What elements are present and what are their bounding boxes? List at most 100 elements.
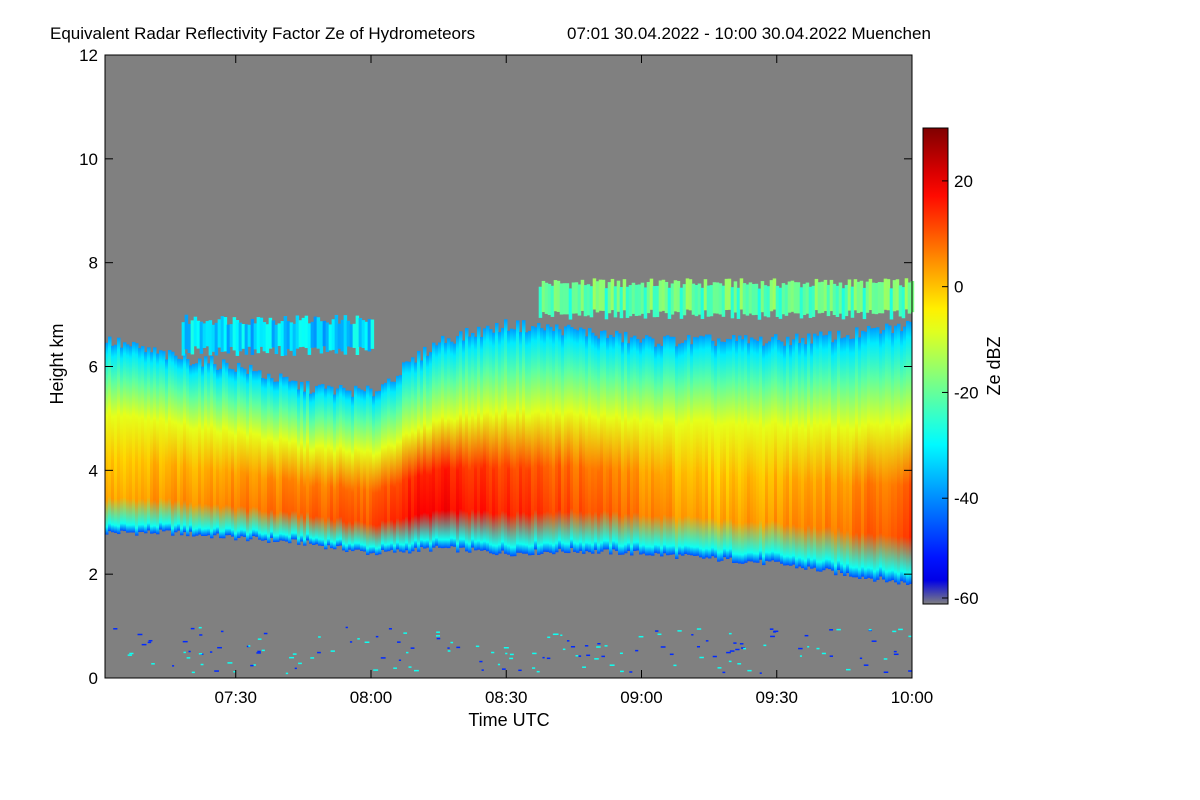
precip-column — [465, 327, 469, 552]
cloud-column — [808, 286, 813, 318]
cloud-column — [331, 319, 336, 350]
clutter-speck — [182, 640, 188, 643]
precip-column — [183, 353, 187, 533]
precip-column — [624, 331, 628, 554]
clutter-speck — [743, 647, 747, 650]
cloud-column — [652, 286, 657, 318]
cloud-column — [544, 282, 549, 314]
precip-column — [546, 324, 550, 552]
clutter-speck — [696, 645, 701, 648]
cloud-column — [253, 323, 258, 350]
clutter-speck — [717, 667, 722, 669]
precip-column — [903, 326, 907, 583]
precip-column — [627, 343, 631, 551]
precip-column — [576, 330, 580, 553]
cloud-column — [241, 324, 246, 349]
x-axis-title: Time UTC — [468, 710, 549, 730]
precip-column — [432, 342, 436, 548]
precip-column — [318, 384, 322, 546]
clutter-speck — [699, 656, 704, 659]
precip-column — [675, 346, 679, 559]
y-tick-label: 2 — [89, 565, 98, 584]
precip-column — [705, 334, 709, 558]
precip-column — [762, 345, 766, 566]
cloud-column — [769, 280, 774, 312]
clutter-speck — [799, 655, 802, 657]
colorbar-tick-label: -40 — [954, 489, 979, 508]
cloud-column — [862, 287, 867, 320]
cloud-column — [223, 317, 228, 352]
precip-column — [501, 327, 505, 551]
clutter-speck — [582, 666, 586, 668]
precip-column — [723, 341, 727, 558]
clutter-speck — [570, 646, 576, 648]
precip-column — [702, 336, 706, 559]
cloud-column — [646, 281, 651, 314]
cloud-column — [706, 285, 711, 317]
precip-column — [213, 364, 217, 536]
colorbar-tick-label: -20 — [954, 383, 979, 402]
precip-column — [843, 337, 847, 576]
cloud-column — [799, 287, 804, 319]
precip-column — [369, 388, 373, 554]
cloud-column — [793, 282, 798, 314]
precip-column — [894, 325, 898, 583]
cloud-column — [610, 278, 615, 311]
upper-cloud-band — [538, 278, 915, 320]
clutter-speck — [285, 672, 289, 675]
clutter-speck — [292, 653, 297, 655]
precip-column — [234, 371, 238, 541]
precip-column — [564, 326, 568, 553]
cloud-column — [343, 315, 348, 355]
precip-column — [411, 357, 415, 552]
precip-column — [378, 390, 382, 555]
cloud-column — [559, 283, 564, 315]
precip-column — [372, 396, 376, 553]
cloud-column — [292, 323, 297, 356]
precip-column — [537, 323, 541, 555]
precip-column — [888, 325, 892, 582]
cloud-column — [865, 281, 870, 313]
cloud-column — [724, 278, 729, 311]
x-tick-label: 08:00 — [350, 688, 393, 707]
precip-column — [444, 342, 448, 548]
cloud-column — [871, 282, 876, 314]
cloud-column — [739, 278, 744, 310]
cloud-column — [895, 279, 900, 311]
cloud-column — [301, 317, 306, 347]
precip-column — [633, 335, 637, 551]
precip-column — [822, 335, 826, 571]
cloud-column — [775, 285, 780, 317]
precip-column — [594, 335, 598, 550]
cloud-column — [589, 286, 594, 318]
clutter-speck — [509, 653, 514, 656]
clutter-speck — [798, 647, 803, 650]
cloud-column — [283, 316, 288, 356]
precip-column — [132, 341, 136, 533]
cloud-column — [193, 316, 198, 347]
cloud-column — [811, 285, 816, 317]
precip-column — [471, 332, 475, 548]
cloud-column — [721, 285, 726, 317]
cloud-column — [271, 320, 276, 348]
clutter-speck — [735, 648, 740, 651]
precip-column — [744, 335, 748, 563]
cloud-column — [577, 284, 582, 316]
precip-column — [855, 327, 859, 578]
low-level-clutter — [113, 626, 912, 675]
precip-column — [867, 325, 871, 578]
precip-column — [336, 388, 340, 547]
clutter-speck — [436, 631, 440, 633]
cloud-column — [853, 279, 858, 311]
clutter-speck — [566, 640, 570, 642]
cloud-column — [196, 320, 201, 349]
cloud-column — [214, 322, 219, 356]
precip-column — [846, 335, 850, 574]
cloud-column — [298, 320, 303, 348]
precip-column — [489, 329, 493, 554]
precip-column — [294, 381, 298, 540]
cloud-column — [661, 279, 666, 311]
cloud-column — [907, 282, 912, 314]
clutter-speck — [148, 639, 153, 642]
precip-column — [204, 356, 208, 536]
